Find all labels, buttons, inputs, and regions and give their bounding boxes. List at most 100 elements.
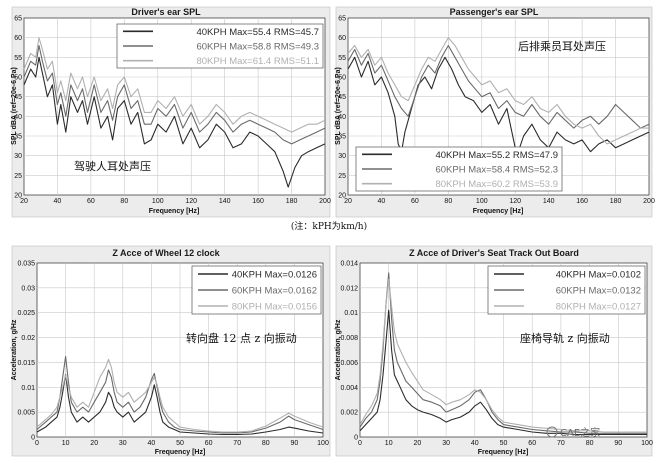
x-tick-label: 10 [385, 440, 393, 447]
y-tick-label: 0 [354, 435, 358, 442]
y-axis-label: Acceleration, g/Hz [335, 319, 342, 380]
y-tick-label: 25 [14, 173, 22, 180]
x-tick-label: 140 [543, 198, 555, 205]
y-tick-label: 0.004 [340, 385, 358, 392]
x-tick-label: 180 [286, 198, 298, 205]
y-tick-label: 25 [338, 173, 346, 180]
chart-title: Z Acce of Driver's Seat Track Out Board [409, 248, 579, 258]
x-tick-label: 0 [35, 440, 39, 447]
x-tick-label: 70 [557, 440, 565, 447]
legend-entry: 40KPH Max=0.0126 [232, 270, 317, 281]
x-tick-label: 200 [319, 198, 331, 205]
y-tick-label: 60 [338, 35, 346, 42]
y-tick-label: 55 [338, 55, 346, 62]
y-tick-label: 35 [14, 134, 22, 141]
y-tick-label: 65 [14, 16, 22, 23]
x-tick-label: 40 [471, 440, 479, 447]
series-group [23, 37, 326, 188]
legend-entry: 80KPH Max=0.0156 [232, 302, 317, 313]
y-tick-label: 0.006 [340, 360, 358, 367]
x-tick-label: 160 [576, 198, 588, 205]
x-tick-label: 100 [641, 440, 653, 447]
series-line-2 [23, 44, 326, 145]
x-tick-label: 60 [528, 440, 536, 447]
x-tick-label: 60 [87, 198, 95, 205]
legend-entry: 40KPH Max=55.2 RMS=47.9 [435, 150, 558, 161]
y-tick-label: 0.035 [17, 261, 35, 268]
annotation-driver-ear: 驾驶人耳处声压 [74, 159, 151, 173]
x-tick-label: 80 [120, 198, 128, 205]
chart-z-acce-seat-track: Z Acce of Driver's Seat Track Out Board … [335, 245, 653, 457]
x-tick-label: 50 [500, 440, 508, 447]
x-axis-label: Frequency [Hz] [478, 449, 529, 456]
series-line-3 [359, 278, 647, 433]
chart-drivers-ear-spl: Driver's ear SPL 20 40 60 80 100 120 140 160 180… [11, 6, 331, 218]
y-tick-label: 55 [14, 55, 22, 62]
x-tick-label: 20 [90, 440, 98, 447]
series-group [347, 37, 650, 157]
y-tick-label: 0.03 [21, 285, 35, 292]
chart-title: Driver's ear SPL [131, 7, 201, 17]
y-tick-label: 0.008 [340, 335, 358, 342]
x-tick-label: 80 [262, 440, 270, 447]
x-tick-label: 60 [411, 198, 419, 205]
annotation-seat-track: 座椅导轨 z 向振动 [520, 331, 610, 345]
y-tick-label: 0.01 [344, 310, 358, 317]
y-tick-label: 0.02 [21, 335, 35, 342]
x-tick-label: 180 [610, 198, 622, 205]
series-line-1 [36, 373, 324, 436]
x-tick-label: 90 [614, 440, 622, 447]
y-tick-label: 65 [338, 16, 346, 23]
x-tick-label: 40 [148, 440, 156, 447]
y-tick-label: 45 [338, 94, 346, 101]
legend-entry: 60KPH Max=0.0132 [556, 286, 641, 297]
x-tick-label: 90 [291, 440, 299, 447]
x-tick-label: 140 [219, 198, 231, 205]
x-tick-label: 160 [252, 198, 264, 205]
series-line-3 [36, 358, 324, 433]
legend-entry: 80KPH Max=61.4 RMS=51.1 [196, 56, 319, 67]
y-axis-label: SPL dBA (ref=20e-6 Pa) [335, 67, 342, 145]
legend-entry: 60KPH Max=58.8 RMS=49.3 [196, 42, 319, 53]
legend-entry: 80KPH Max=0.0127 [556, 302, 641, 313]
x-tick-label: 20 [414, 440, 422, 447]
y-tick-label: 50 [338, 75, 346, 82]
watermark-icon [546, 426, 558, 438]
x-tick-label: 60 [205, 440, 213, 447]
y-tick-label: 0.015 [17, 360, 35, 367]
x-axis-label: Frequency [Hz] [473, 208, 524, 215]
x-tick-label: 50 [176, 440, 184, 447]
legend-entry: 60KPH Max=58.4 RMS=52.3 [435, 165, 558, 176]
y-tick-label: 0.01 [21, 385, 35, 392]
series-group [36, 355, 324, 436]
x-tick-label: 70 [233, 440, 241, 447]
x-tick-label: 80 [586, 440, 594, 447]
footnote: (注：kPH为km/h) [291, 220, 367, 232]
legend-entry: 60KPH Max=0.0162 [232, 286, 317, 297]
y-tick-label: 20 [338, 193, 346, 200]
series-line-1 [347, 56, 650, 157]
watermark: CAE之家 [546, 426, 600, 439]
y-tick-label: 30 [14, 153, 22, 160]
series-line-3 [347, 37, 649, 145]
y-tick-label: 20 [14, 193, 22, 200]
y-tick-label: 0.012 [340, 285, 358, 292]
chart-title: Passenger's ear SPL [450, 7, 539, 17]
series-line-1 [23, 56, 326, 188]
y-axis-label: SPL dBA (ref=20e-6 Pa) [11, 67, 18, 145]
x-tick-label: 100 [476, 198, 488, 205]
series-line-2 [347, 44, 650, 129]
x-tick-label: 200 [643, 198, 655, 205]
y-tick-label: 40 [14, 114, 22, 121]
chart-z-acce-wheel: Z Acce of Wheel 12 clock 0 10 20 30 40 50 60 70… [11, 245, 331, 457]
chart-passengers-ear-spl: Passenger's ear SPL 20 40 60 80 100 120 140 160… [335, 6, 655, 218]
annotation-steering-wheel: 转向盘 12 点 z 向振动 [186, 331, 297, 345]
y-tick-label: 0.014 [340, 261, 358, 268]
chart-title: Z Acce of Wheel 12 clock [112, 248, 220, 258]
x-tick-label: 40 [54, 198, 62, 205]
legend-entry: 40KPH Max=55.4 RMS=45.7 [196, 27, 319, 38]
x-tick-label: 20 [344, 198, 352, 205]
watermark-text: CAE之家 [560, 426, 600, 439]
y-tick-label: 45 [14, 94, 22, 101]
